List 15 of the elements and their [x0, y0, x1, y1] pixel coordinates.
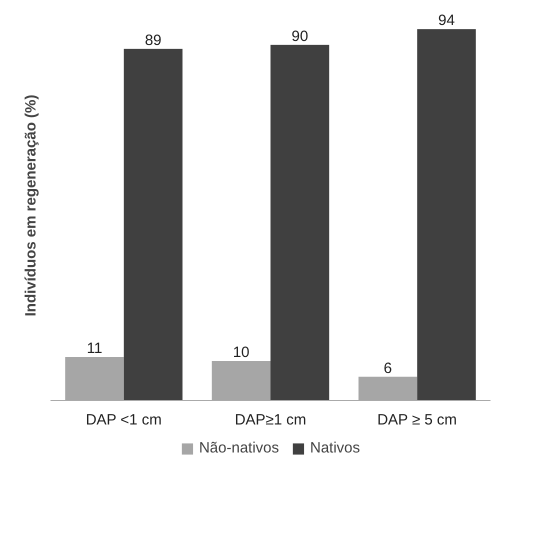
legend-label: Nativos — [310, 440, 360, 456]
x-tick-label: DAP <1 cm — [86, 412, 162, 428]
bar — [124, 48, 182, 400]
data-label: 90 — [291, 28, 308, 45]
data-label: 11 — [86, 340, 102, 358]
x-tick-label: DAP≥1 cm — [234, 412, 306, 428]
bar — [270, 44, 330, 400]
data-label: 94 — [438, 12, 455, 30]
x-tick-label: DAP ≥ 5 cm — [377, 412, 457, 428]
data-label: 89 — [144, 32, 162, 49]
legend-label: Não-nativos — [198, 440, 280, 456]
data-label: 10 — [232, 344, 250, 361]
data-label: 6 — [384, 360, 392, 377]
y-axis-title: Indivíduos em regeneração (%) — [22, 94, 40, 316]
bar — [417, 29, 476, 400]
